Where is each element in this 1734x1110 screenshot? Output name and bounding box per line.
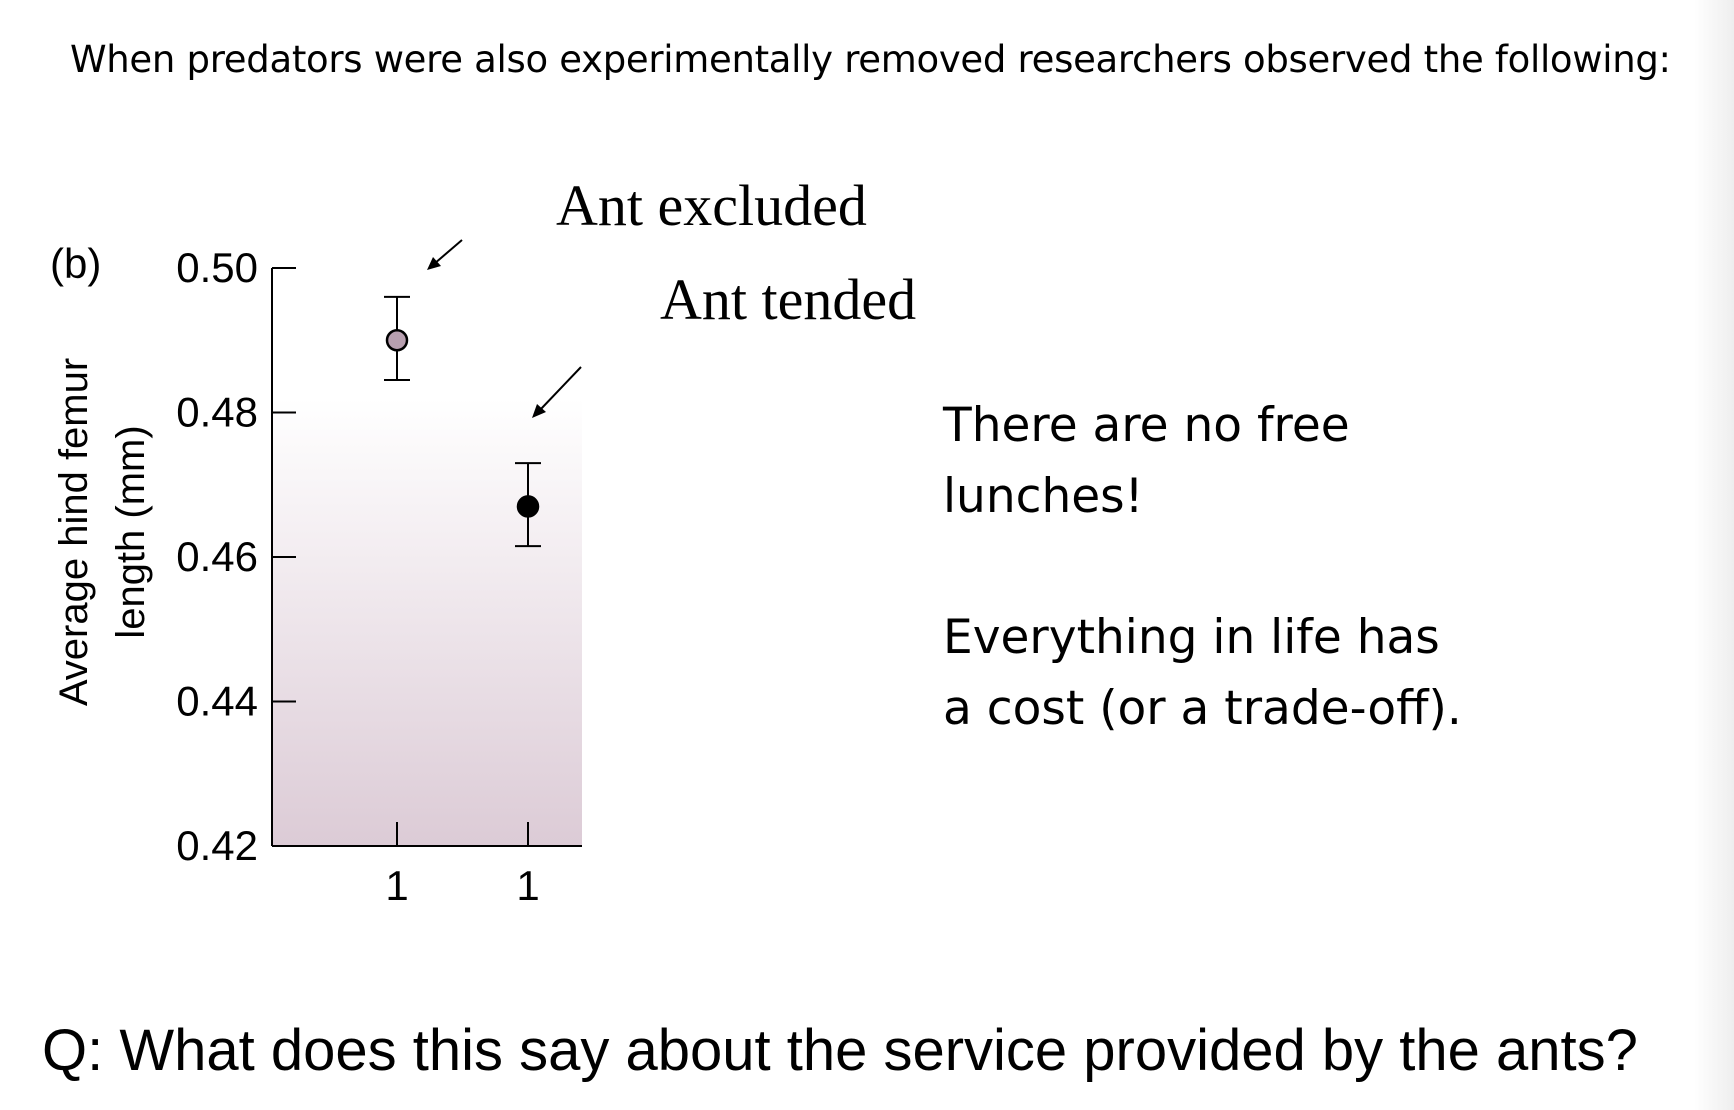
note-no-free-lunches: There are no free lunches! bbox=[943, 398, 1350, 524]
note-everything-has-cost: Everything in life has a cost (or a trad… bbox=[943, 610, 1462, 736]
ant-excluded-label: Ant excluded bbox=[556, 173, 867, 238]
y-tick-label: 0.46 bbox=[176, 533, 258, 580]
pointer-arrow-tended-head bbox=[532, 404, 546, 418]
data-point-ant-excluded bbox=[385, 329, 409, 352]
data-point-ant-tended bbox=[516, 495, 540, 518]
y-axis-label-line1: Average hind femur bbox=[52, 358, 96, 706]
plot-background bbox=[272, 398, 582, 846]
ant-tended-label: Ant tended bbox=[660, 267, 917, 332]
femur-length-chart: 0.50 0.48 0.46 0.44 0.42 1 1 (b) Average hind … bbox=[50, 239, 582, 909]
window-edge-shade bbox=[1694, 0, 1734, 1110]
y-tick-label: 0.48 bbox=[176, 389, 258, 436]
x-tick-label: 1 bbox=[385, 862, 408, 909]
slide-heading: When predators were also experimentally … bbox=[70, 38, 1671, 81]
question-text: Q: What does this say about the service … bbox=[42, 1018, 1638, 1083]
pointer-arrow-excluded-line bbox=[433, 239, 463, 265]
y-tick-label: 0.50 bbox=[176, 244, 258, 291]
y-tick-label: 0.44 bbox=[176, 678, 258, 725]
y-tick-label: 0.42 bbox=[176, 822, 258, 869]
panel-label: (b) bbox=[50, 240, 101, 287]
pointer-arrow-tended-line bbox=[539, 366, 582, 411]
x-tick-label: 1 bbox=[516, 862, 539, 909]
pointer-arrow-excluded-head bbox=[427, 257, 441, 270]
y-axis-label-line2: length (mm) bbox=[109, 425, 153, 638]
